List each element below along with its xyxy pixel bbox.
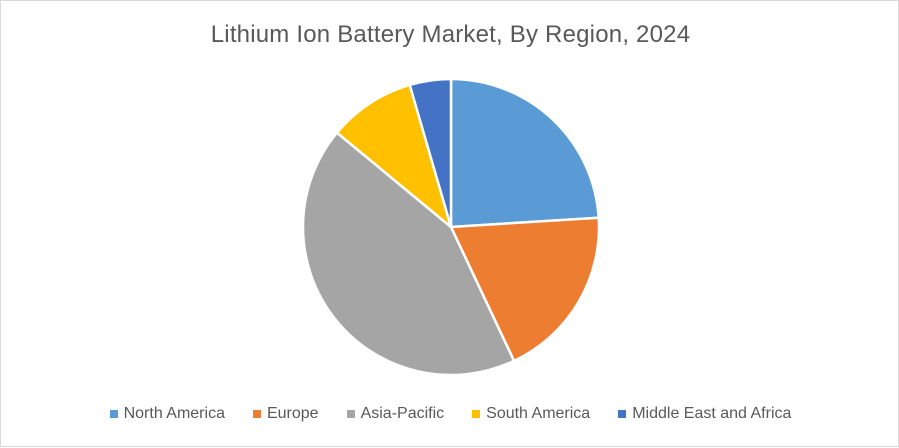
- legend-swatch: [252, 410, 261, 418]
- legend-swatch: [109, 410, 118, 418]
- legend-item-europe: Europe: [252, 405, 319, 423]
- legend-item-north-america: North America: [109, 405, 225, 423]
- legend-swatch: [346, 410, 355, 418]
- pie-slice-north-america: [449, 77, 600, 229]
- chart-legend: North America Europe Asia-Pacific South Ame…: [1, 405, 899, 423]
- legend-item-asia-pacific: Asia-Pacific: [346, 405, 445, 423]
- legend-item-south-america: South America: [472, 405, 590, 423]
- legend-label: Middle East and Africa: [632, 405, 792, 422]
- legend-label: South America: [486, 405, 591, 422]
- pie-slice-south-america: [335, 83, 453, 229]
- legend-item-middle-east-and-africa: Middle East and Africa: [618, 405, 791, 423]
- legend-label: North America: [123, 405, 225, 422]
- legend-swatch: [618, 410, 627, 418]
- chart-title: Lithium Ion Battery Market, By Region, 2…: [210, 21, 691, 48]
- legend-swatch: [472, 410, 481, 418]
- legend-label: Asia-Pacific: [360, 405, 445, 422]
- pie-slice-asia-pacific: [301, 131, 516, 377]
- pie-slice-middle-east-and-africa: [408, 77, 453, 229]
- legend-label: Europe: [266, 405, 319, 422]
- pie-slice-europe: [449, 216, 601, 363]
